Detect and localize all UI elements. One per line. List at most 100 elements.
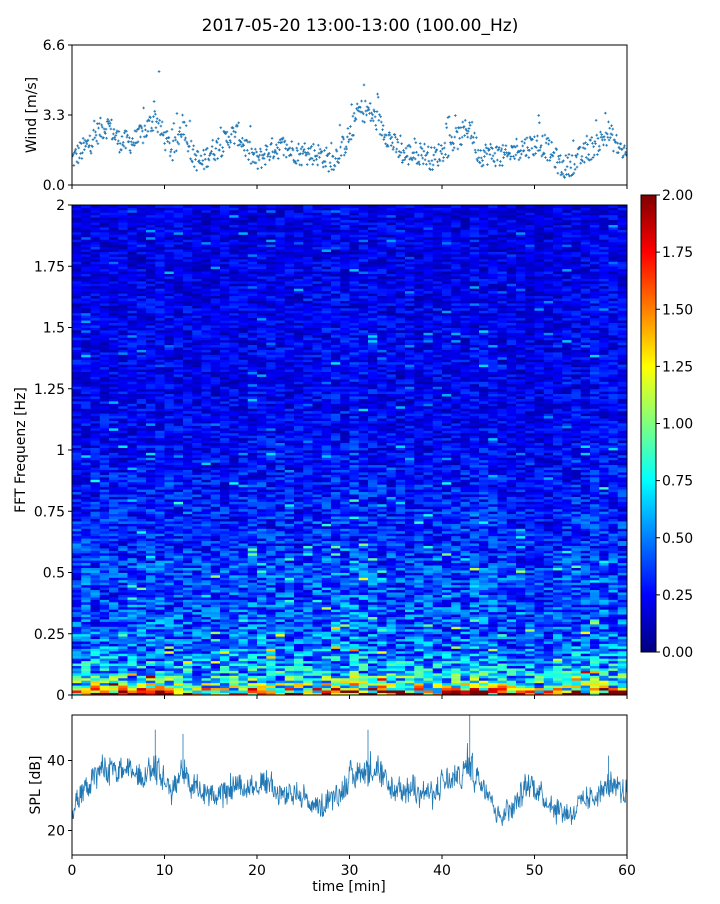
spectrogram-cell xyxy=(562,602,572,605)
spectrogram-cell xyxy=(285,614,295,617)
spectrogram-cell xyxy=(488,599,498,602)
spectrogram-cell xyxy=(498,636,508,639)
spectrogram-cell xyxy=(581,604,591,607)
spectrogram-cell xyxy=(507,592,517,595)
wind-point xyxy=(166,140,169,143)
spectrogram-cell xyxy=(535,651,545,654)
spectrogram-cell xyxy=(461,685,471,688)
spectrogram-cell xyxy=(211,653,221,656)
spectrogram-cell xyxy=(405,582,415,585)
wind-point xyxy=(538,121,541,124)
spectrogram-cell xyxy=(525,570,535,573)
spectrogram-cell xyxy=(100,528,110,531)
spectrogram-cell xyxy=(109,648,119,651)
spectrogram-cell xyxy=(544,531,554,534)
spectrogram-cell xyxy=(572,565,582,568)
spectrogram-cell xyxy=(405,528,415,531)
spectrogram-cell xyxy=(257,592,267,595)
spectrogram-cell xyxy=(451,626,461,629)
wind-point xyxy=(436,161,439,164)
spectrogram-cell xyxy=(322,548,332,551)
spectrogram-cell xyxy=(562,553,572,556)
spectrogram-cell xyxy=(498,612,508,615)
spectrogram-cell xyxy=(322,558,332,561)
spectrogram-cell xyxy=(414,666,424,669)
spectrogram-cell xyxy=(553,690,563,693)
spectrogram-cell xyxy=(359,609,369,612)
spectrogram-cell xyxy=(387,646,397,649)
spectrogram-cell xyxy=(414,533,424,536)
spectrogram-cell xyxy=(618,668,628,671)
spectrogram-cell xyxy=(359,614,369,617)
spectrogram-cell xyxy=(109,668,119,671)
spectrogram-cell xyxy=(488,609,498,612)
spectrogram-cell xyxy=(461,619,471,622)
wind-point xyxy=(515,138,518,141)
spectrogram-cell xyxy=(359,563,369,566)
spectrogram-cell xyxy=(433,528,443,531)
spectrogram-cell xyxy=(239,617,249,620)
spectrogram-cell xyxy=(202,641,212,644)
spectrogram-cell xyxy=(451,580,461,583)
wind-point xyxy=(278,148,281,151)
spectrogram-cell xyxy=(442,546,452,549)
spectrogram-cell xyxy=(248,570,258,573)
spectrogram-cell xyxy=(183,595,193,598)
spectrogram-cell xyxy=(396,634,406,637)
spectrogram-cell xyxy=(257,599,267,602)
spectrogram-cell xyxy=(91,563,101,566)
spectrogram-cell xyxy=(340,639,350,642)
spectrogram-cell xyxy=(609,536,619,539)
spectrogram-cell xyxy=(590,651,600,654)
spectrogram-cell xyxy=(359,685,369,688)
spectrogram-cell xyxy=(544,653,554,656)
spectrogram-cell xyxy=(535,607,545,610)
spectrogram-cell xyxy=(470,690,480,693)
spectrogram-cell xyxy=(340,555,350,558)
spectrogram-cell xyxy=(257,661,267,664)
spectrogram-cell xyxy=(220,685,230,688)
spectrogram-cell xyxy=(294,614,304,617)
wind-point xyxy=(190,140,193,143)
spectrogram-cell xyxy=(599,648,609,651)
spectrogram-cell xyxy=(433,661,443,664)
spectrogram-cell xyxy=(81,651,91,654)
spectrogram-cell xyxy=(266,683,276,686)
spectrogram-cell xyxy=(229,612,239,615)
spectrogram-cell xyxy=(414,668,424,671)
spectrogram-cell xyxy=(414,573,424,576)
spectrogram-cell xyxy=(525,619,535,622)
spectrogram-cell xyxy=(581,622,591,625)
spectrogram-cell xyxy=(618,658,628,661)
spectrogram-cell xyxy=(192,675,202,678)
spectrogram-cell xyxy=(590,617,600,620)
spectrogram-cell xyxy=(387,631,397,634)
spectrogram-cell xyxy=(599,531,609,534)
spectrogram-cell xyxy=(91,653,101,656)
spectrogram-cell xyxy=(470,585,480,588)
spectrogram-cell xyxy=(100,668,110,671)
spectrogram-cell xyxy=(377,639,387,642)
spectrogram-cell xyxy=(424,563,434,566)
spectrogram-cell xyxy=(368,651,378,654)
spectrogram-cell xyxy=(192,626,202,629)
spectrogram-cell xyxy=(340,644,350,647)
spectrogram-cell xyxy=(91,656,101,659)
spectrogram-cell xyxy=(396,577,406,580)
spectrogram-cell xyxy=(535,555,545,558)
spectrogram-cell xyxy=(498,563,508,566)
wind-point xyxy=(486,163,489,166)
spectrogram-cell xyxy=(350,663,360,666)
spectrogram-cell xyxy=(368,558,378,561)
spectrogram-cell xyxy=(331,609,341,612)
spectrogram-cell xyxy=(562,575,572,578)
spectrogram-cell xyxy=(239,658,249,661)
spectrogram-cell xyxy=(146,531,156,534)
spectrogram-cell xyxy=(118,658,128,661)
spectrogram-cell xyxy=(202,563,212,566)
spectrogram-cell xyxy=(350,622,360,625)
spectrogram-cell xyxy=(239,671,249,674)
spectrogram-cell xyxy=(609,634,619,637)
spectrogram-cell xyxy=(192,636,202,639)
wind-point xyxy=(144,125,147,128)
